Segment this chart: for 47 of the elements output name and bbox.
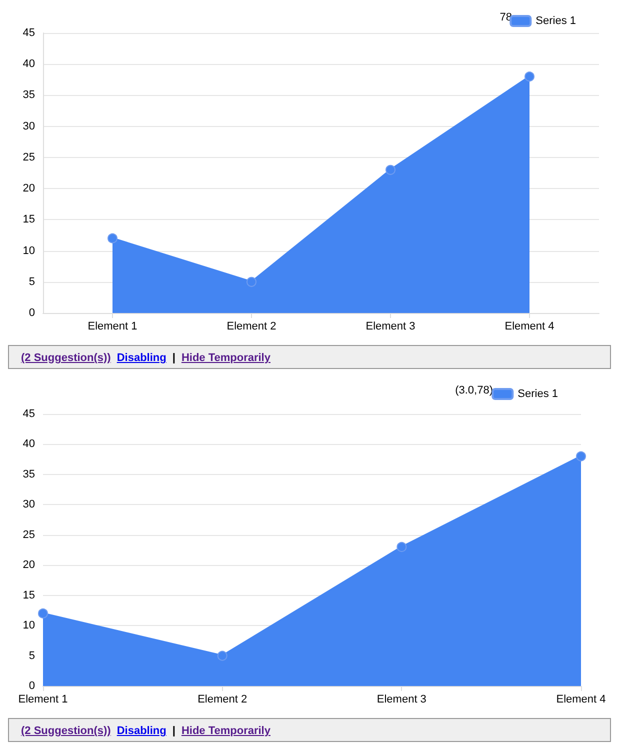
y-tick-label: 20 [22,182,35,195]
y-tick-label: 0 [28,680,35,692]
x-tick-label: Element 2 [198,694,248,706]
y-tick-label: 5 [28,650,35,662]
point [396,542,407,552]
legend-label: Series 1 [536,15,576,27]
text: (2 Suggestion(s)) [21,352,111,364]
x-tick-label: Element 3 [376,694,426,706]
y-tick-label: 30 [22,498,35,511]
y-tick-label: 25 [22,528,35,541]
y-tick-label: 30 [22,120,35,132]
y-tick-label: 45 [22,27,35,39]
y-tick-label: 15 [22,589,35,602]
x-tick-label: Element 1 [88,320,138,332]
point [246,276,256,287]
y-tick-label: 20 [22,559,35,572]
point [524,72,534,82]
text: Hide Temporarily [181,352,270,364]
y-tick-label: 5 [28,276,35,288]
y-tick-label: 40 [22,438,35,450]
point [576,451,586,462]
text: (2 Suggestion(s)) [21,725,111,737]
y-tick-label: 35 [22,468,35,480]
text: | [172,352,176,364]
y-tick-label: 15 [22,214,35,226]
x-tick-label: Element 4 [504,320,554,332]
x-tick-label: Element 3 [366,320,416,332]
legend-label: Series 1 [518,388,558,400]
text: (3.0,78) [455,384,494,396]
x-tick-label: Element 4 [556,694,606,706]
text: | [172,725,176,737]
y-tick-label: 0 [28,307,35,319]
point [217,650,228,661]
point [108,233,118,244]
text: Disabling [116,725,166,737]
y-tick-label: 35 [22,89,35,102]
point [386,164,396,175]
point [38,608,48,618]
y-tick-label: 10 [22,620,35,632]
y-tick-label: 10 [22,244,35,257]
y-tick-label: 40 [22,58,35,70]
y-tick-label: 45 [22,408,35,420]
text: Disabling [116,352,166,364]
y-tick-label: 25 [22,151,35,164]
text: Hide Temporarily [181,725,270,737]
x-tick-label: Element 1 [18,694,68,706]
x-tick-label: Element 2 [226,320,276,332]
